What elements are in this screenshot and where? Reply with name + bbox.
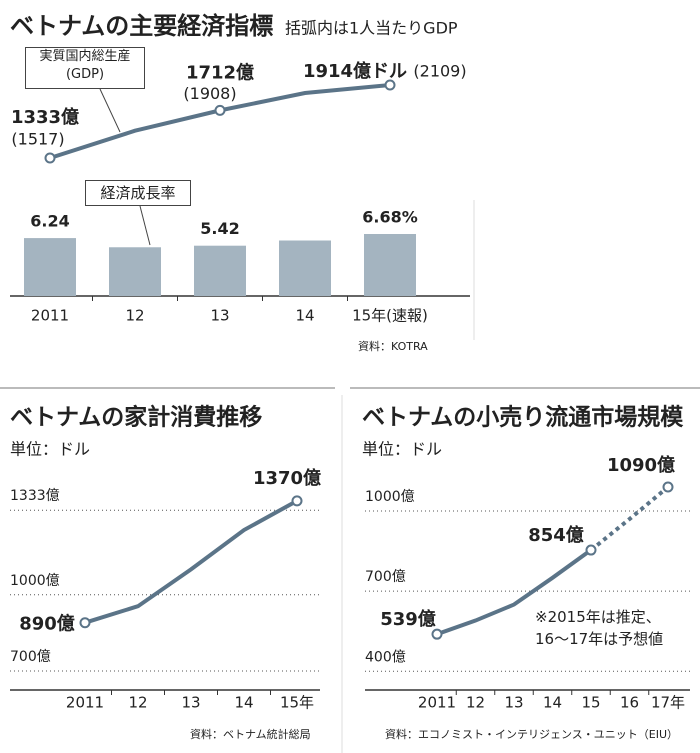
value-label: 890億 bbox=[19, 613, 75, 635]
chart-subtitle: 単位：ドル bbox=[10, 440, 90, 459]
annotation: ※2015年は推定、 16～17年は予想値 bbox=[535, 608, 664, 648]
x-tick-label: 17年 bbox=[651, 694, 685, 712]
x-tick-label: 15年 bbox=[280, 694, 314, 712]
y-tick-label: 1000億 bbox=[10, 573, 60, 589]
x-tick-label: 2011 bbox=[66, 694, 104, 712]
y-tick-label: 700億 bbox=[10, 649, 51, 665]
chart-subtitle: 単位：ドル bbox=[362, 440, 442, 459]
chart-subtitle: 括弧内は1人当たりGDP bbox=[285, 19, 458, 38]
x-tick-label: 2011 bbox=[418, 694, 456, 712]
x-tick-label: 12 bbox=[128, 694, 147, 712]
source: 資料：エコノミスト・インテリジェンス・ユニット（EIU） bbox=[385, 727, 678, 741]
bar bbox=[24, 238, 76, 296]
value-label: 1333億 bbox=[11, 106, 79, 128]
per-capita-label: (1908) bbox=[183, 84, 236, 103]
value-label: 6.24 bbox=[30, 212, 69, 231]
y-tick-label: 400億 bbox=[365, 649, 406, 665]
value-label: 1370億 bbox=[253, 467, 321, 489]
chart-title: ベトナムの主要経済指標 bbox=[10, 12, 273, 40]
callout-pointer bbox=[99, 88, 121, 133]
x-tick-label: 13 bbox=[504, 694, 523, 712]
point bbox=[585, 544, 597, 556]
per-capita-label: (1517) bbox=[11, 130, 64, 149]
y-tick-label: 1000億 bbox=[365, 489, 415, 505]
point bbox=[662, 481, 674, 493]
x-tick-label: 12 bbox=[125, 307, 144, 325]
point bbox=[384, 79, 396, 91]
source: 資料：ベトナム統計総局 bbox=[190, 727, 311, 741]
x-tick-label: 2011 bbox=[31, 307, 69, 325]
source: 資料：KOTRA bbox=[358, 339, 428, 353]
value-label: 1712億 bbox=[186, 61, 254, 83]
line-callout: 実質国内総生産 (GDP) bbox=[25, 47, 145, 89]
value-label: 539億 bbox=[380, 608, 436, 630]
point bbox=[214, 104, 226, 116]
bar-callout: 経済成長率 bbox=[85, 180, 191, 206]
bar bbox=[279, 240, 331, 296]
line bbox=[84, 499, 298, 625]
x-tick-label: 12 bbox=[466, 694, 485, 712]
y-tick-label: 700億 bbox=[365, 569, 406, 585]
x-tick-label: 14 bbox=[543, 694, 562, 712]
value-label: 1914億ドル bbox=[303, 60, 407, 82]
line bbox=[436, 548, 593, 637]
x-tick-label: 13 bbox=[181, 694, 200, 712]
chart-title: ベトナムの小売り流通市場規模 bbox=[362, 404, 684, 431]
bar bbox=[194, 245, 246, 296]
value-label: 6.68% bbox=[362, 208, 418, 227]
point bbox=[44, 152, 56, 164]
value-label: 1090億 bbox=[607, 454, 675, 476]
per-capita-label: (2109) bbox=[413, 62, 466, 81]
chart-title: ベトナムの家計消費推移 bbox=[10, 404, 262, 431]
x-tick-label: 15 bbox=[581, 694, 600, 712]
bar bbox=[364, 234, 416, 296]
x-tick-label: 16 bbox=[620, 694, 639, 712]
point bbox=[291, 495, 303, 507]
x-tick-label: 14 bbox=[295, 307, 314, 325]
x-tick-label: 15年(速報) bbox=[352, 307, 428, 325]
line bbox=[589, 485, 670, 552]
x-tick-label: 14 bbox=[234, 694, 253, 712]
x-tick-label: 13 bbox=[210, 307, 229, 325]
value-label: 5.42 bbox=[200, 219, 239, 238]
y-tick-label: 1333億 bbox=[10, 488, 60, 504]
value-label: 854億 bbox=[528, 524, 584, 546]
callout-pointer bbox=[139, 205, 151, 246]
bar bbox=[109, 247, 161, 296]
point bbox=[431, 628, 443, 640]
point bbox=[79, 617, 91, 629]
